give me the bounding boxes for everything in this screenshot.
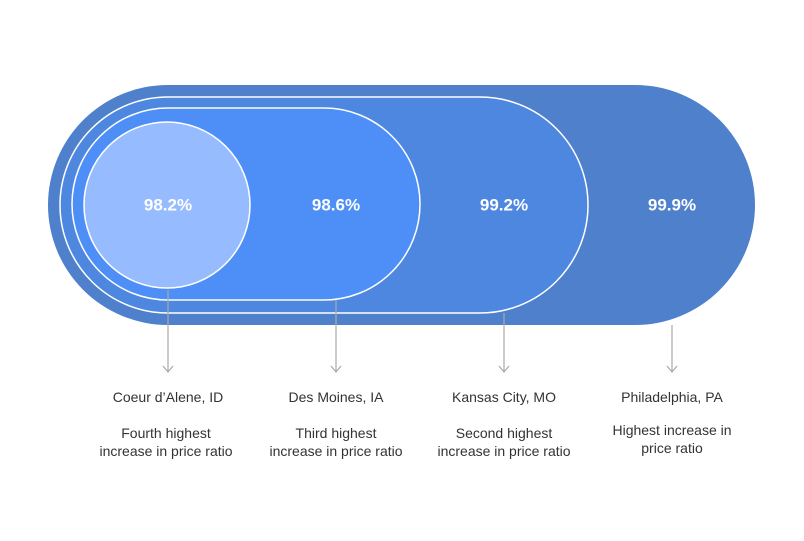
value-label: 99.2% — [480, 195, 528, 214]
value-label: 99.9% — [648, 195, 696, 214]
arrow — [666, 325, 678, 373]
arrow — [162, 290, 174, 373]
description: Highest increase in price ratio — [612, 422, 732, 456]
capsule-1 — [83, 121, 251, 289]
description: Fourth highest increase in price ratio — [99, 425, 233, 459]
description: Third highest increase in price ratio — [269, 425, 403, 459]
value-label: 98.2% — [144, 195, 192, 214]
city: Coeur d’Alene, ID — [112, 389, 224, 405]
value-label: 98.6% — [312, 195, 360, 214]
city: Philadelphia, PA — [621, 389, 723, 405]
arrow — [330, 300, 342, 373]
city: Kansas City, MO — [452, 389, 556, 405]
arrow — [498, 313, 510, 373]
arrows — [162, 290, 678, 373]
description: Second highest increase in price ratio — [437, 425, 571, 459]
city: Des Moines, IA — [288, 389, 384, 405]
